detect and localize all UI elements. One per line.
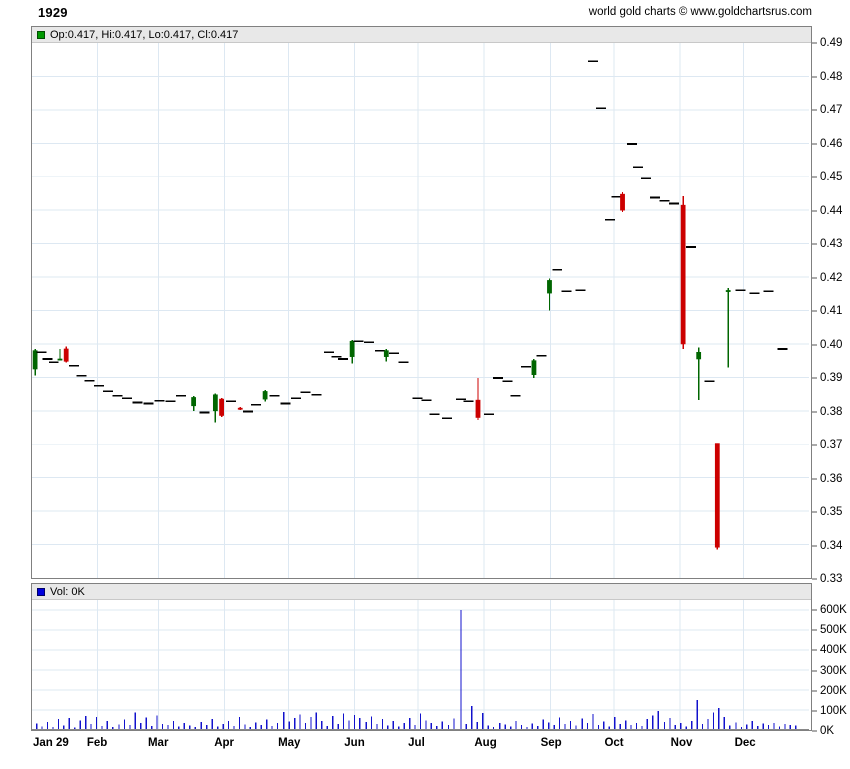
price-axis-tick-mark (812, 76, 817, 77)
price-axis-tick-label: 0.36 (820, 472, 843, 485)
price-axis-tick-mark (812, 42, 817, 44)
price-axis-tick-mark (812, 176, 817, 178)
price-series-canvas (32, 43, 810, 578)
volume-plot-area[interactable] (32, 600, 811, 730)
volume-legend-label: Vol: 0K (50, 585, 85, 598)
price-axis-tick-mark (812, 143, 817, 144)
chart-header: 1929 world gold charts © www.goldchartsr… (0, 0, 850, 26)
price-axis-tick-mark (812, 478, 817, 479)
x-axis-tick-label: Mar (147, 737, 169, 749)
page-title: 1929 (38, 5, 68, 20)
volume-axis-tick-mark (812, 730, 817, 732)
price-axis-tick-mark (812, 377, 817, 379)
price-axis-tick-label: 0.46 (820, 137, 843, 150)
price-panel[interactable]: Op:0.417, Hi:0.417, Lo:0.417, Cl:0.417 (31, 26, 812, 579)
volume-axis-tick-label: 600K (820, 604, 847, 617)
price-axis-tick-mark (812, 210, 817, 211)
volume-axis-tick-mark (812, 629, 817, 631)
volume-axis-tick-label: 400K (820, 644, 847, 657)
price-axis-tick-mark (812, 545, 817, 546)
price-legend-label: Op:0.417, Hi:0.417, Lo:0.417, Cl:0.417 (50, 28, 239, 41)
x-axis-tick-label: Dec (734, 737, 756, 749)
price-axis-tick-mark (812, 243, 817, 245)
volume-axis-tick-label: 500K (820, 624, 847, 637)
volume-axis-tick-mark (812, 649, 817, 651)
y-axis-labels: 0.33 0.34 0.35 0.36 0.37 0.38 0.39 0.40 0.41 0.42… (812, 0, 850, 769)
price-axis-tick-label: 0.38 (820, 405, 843, 418)
x-axis-tick-label: Apr (214, 737, 234, 749)
price-legend-bar[interactable]: Op:0.417, Hi:0.417, Lo:0.417, Cl:0.417 (32, 27, 811, 43)
price-axis-tick-label: 0.37 (820, 439, 843, 451)
volume-series-canvas (32, 600, 810, 730)
price-axis-tick-label: 0.47 (820, 104, 843, 116)
x-axis-tick-label: Jul (408, 737, 425, 749)
volume-series-swatch-icon (37, 587, 45, 596)
x-axis-tick-label: Jan 29 (33, 737, 69, 749)
price-axis-tick-mark (812, 578, 817, 580)
price-axis-tick-label: 0.43 (820, 238, 843, 250)
volume-axis-tick-mark (812, 609, 817, 611)
volume-axis-tick-mark (812, 670, 817, 672)
volume-legend-bar[interactable]: Vol: 0K (32, 584, 811, 600)
price-axis-tick-label: 0.49 (820, 37, 843, 49)
volume-axis-tick-label: 0K (820, 725, 835, 737)
price-axis-tick-label: 0.45 (820, 171, 843, 183)
price-axis-tick-label: 0.34 (820, 539, 843, 552)
price-axis-tick-label: 0.48 (820, 70, 843, 83)
x-axis-tick-label: Sep (540, 737, 562, 749)
x-axis-tick-label: Feb (86, 737, 108, 749)
copyright-notice: world gold charts © www.goldchartsrus.co… (588, 6, 812, 18)
price-axis-tick-label: 0.44 (820, 204, 843, 217)
volume-panel[interactable]: Vol: 0K (31, 583, 812, 731)
price-axis-tick-mark (812, 444, 817, 446)
price-axis-tick-label: 0.39 (820, 372, 843, 384)
price-axis-tick-mark (812, 310, 817, 312)
x-axis-labels: Jan 29 Feb Mar Apr May Jun Jul Aug Sep Oct Nov Dec (31, 733, 812, 763)
price-axis-tick-label: 0.33 (820, 573, 843, 585)
x-axis-tick-label: Oct (604, 737, 624, 749)
volume-axis-tick-label: 300K (820, 664, 847, 677)
volume-axis-tick-mark (812, 690, 817, 692)
x-axis-tick-label: Aug (474, 737, 497, 749)
x-axis-tick-label: Jun (344, 737, 365, 749)
x-axis-tick-label: May (278, 737, 301, 749)
price-axis-tick-mark (812, 511, 817, 513)
price-series-swatch-icon (37, 30, 45, 39)
price-axis-tick-mark (812, 411, 817, 412)
price-axis-tick-label: 0.35 (820, 506, 843, 518)
volume-axis-tick-mark (812, 710, 817, 712)
volume-axis-tick-label: 200K (820, 684, 847, 697)
volume-axis-tick-label: 100K (820, 704, 847, 717)
price-axis-tick-label: 0.40 (820, 338, 843, 351)
price-axis-tick-label: 0.42 (820, 271, 843, 284)
x-axis-tick-label: Nov (670, 737, 693, 749)
price-axis-tick-mark (812, 109, 817, 111)
price-axis-tick-mark (812, 277, 817, 278)
price-axis-tick-mark (812, 344, 817, 345)
price-axis-tick-label: 0.41 (820, 305, 843, 317)
price-plot-area[interactable] (32, 43, 811, 578)
